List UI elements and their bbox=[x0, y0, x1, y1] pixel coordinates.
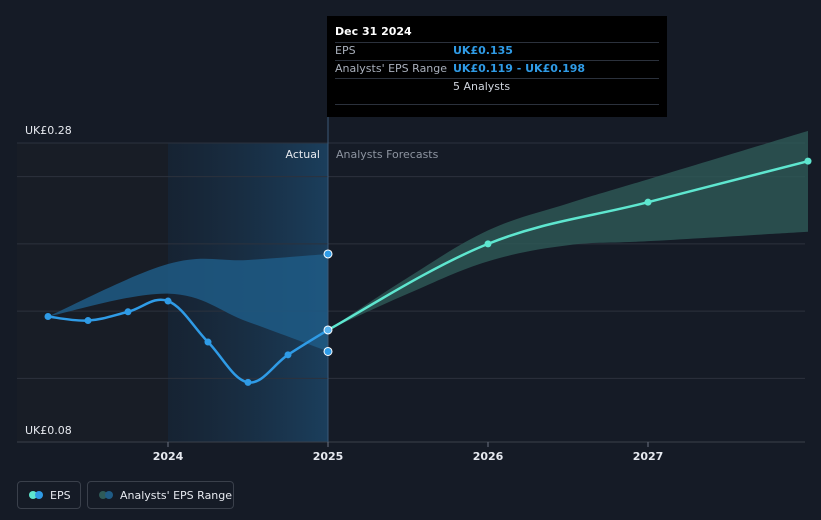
eps-point-actual bbox=[84, 317, 92, 325]
eps-point-actual bbox=[44, 313, 52, 321]
eps-point-actual bbox=[204, 338, 212, 346]
range-marker-range-low bbox=[323, 346, 333, 356]
range-bands bbox=[48, 130, 808, 352]
x-tick-label: 2026 bbox=[473, 450, 504, 463]
eps-point-actual bbox=[244, 378, 252, 386]
eps-point-actual bbox=[323, 325, 333, 335]
tooltip-analysts-value: 5 Analysts bbox=[453, 80, 511, 93]
legend-item-range[interactable]: Analysts' EPS Range bbox=[87, 481, 234, 509]
legend-eps-label: EPS bbox=[50, 488, 71, 502]
legend-range-label: Analysts' EPS Range bbox=[120, 488, 233, 502]
tooltip: Dec 31 2024 EPS UK£0.135 Analysts' EPS R… bbox=[327, 16, 667, 117]
eps-point-forecast bbox=[484, 240, 492, 248]
range-band-forecast bbox=[328, 130, 808, 330]
y-tick-label-bottom: UK£0.08 bbox=[25, 424, 72, 437]
tooltip-eps-label: EPS bbox=[335, 44, 356, 57]
tooltip-date: Dec 31 2024 bbox=[335, 25, 412, 38]
tooltip-row-analysts: 5 Analysts bbox=[335, 78, 659, 105]
range-legend-icon bbox=[99, 491, 113, 499]
tooltip-range-label: Analysts' EPS Range bbox=[335, 62, 448, 75]
eps-line-actual bbox=[47, 298, 329, 384]
eps-point-actual bbox=[124, 308, 132, 316]
eps-line-forecast bbox=[327, 159, 809, 332]
eps-point-actual bbox=[284, 351, 292, 359]
range-marker-range-high bbox=[323, 249, 333, 259]
tooltip-row-range: Analysts' EPS Range UK£0.119 - UK£0.198 bbox=[335, 60, 659, 78]
eps-point-actual bbox=[164, 297, 172, 305]
eps-point-forecast bbox=[804, 157, 812, 165]
eps-legend-icon bbox=[29, 491, 43, 499]
tooltip-row-eps: EPS UK£0.135 bbox=[335, 42, 659, 60]
x-axis: 2024 2025 2026 2027 bbox=[153, 442, 664, 463]
tooltip-analysts-label bbox=[335, 79, 453, 104]
y-tick-label-top: UK£0.28 bbox=[25, 124, 72, 137]
x-tick-label: 2024 bbox=[153, 450, 184, 463]
eps-lines bbox=[47, 159, 809, 384]
legend-item-eps[interactable]: EPS bbox=[17, 481, 81, 509]
range-band-actual bbox=[48, 253, 328, 352]
forecast-section-label: Analysts Forecasts bbox=[336, 148, 439, 161]
eps-point-forecast bbox=[644, 198, 652, 206]
tooltip-range-value: UK£0.119 - UK£0.198 bbox=[453, 62, 586, 75]
eps-points bbox=[44, 157, 812, 386]
grid-lines bbox=[17, 142, 805, 443]
actual-section-label: Actual bbox=[286, 148, 320, 161]
x-tick-label: 2025 bbox=[313, 450, 344, 463]
tooltip-eps-value: UK£0.135 bbox=[453, 44, 513, 57]
x-tick-label: 2027 bbox=[633, 450, 664, 463]
